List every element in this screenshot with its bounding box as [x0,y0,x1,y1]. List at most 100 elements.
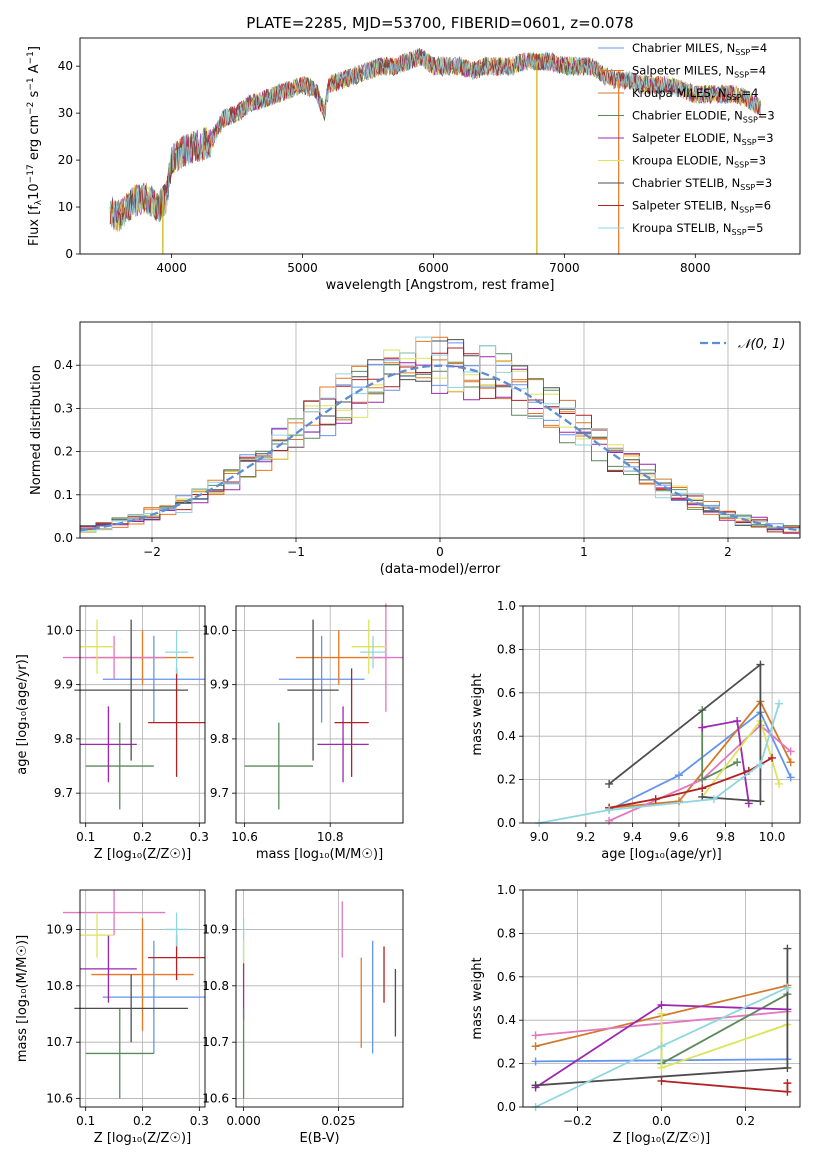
y-tick-label: 0.6 [497,970,516,984]
y-tick-label: 0.1 [54,488,73,502]
weight-point-marker [531,1031,540,1040]
weight_vs_age-axes: 9.0 9.2 9.4 9.6 9.8 10.0 0.0 0.2 0.4 0.6 0.8 1.0 age… [470,599,801,862]
y-tick-label: 0.4 [54,358,73,372]
axes-frame [79,889,206,1108]
x-tick-label: 9.4 [623,830,642,844]
y-tick-label: 1.0 [497,599,516,613]
weight-point-marker [657,1076,666,1085]
axes-frame [235,889,404,1108]
y-tick-label: 0.4 [497,729,516,743]
y-tick-label: 10.8 [202,979,229,993]
y-tick-label: 0.0 [54,531,73,545]
weight-point-marker [657,1042,666,1051]
x-tick-label: 9.8 [716,830,735,844]
y-tick-label: 0 [65,247,73,261]
x-tick-label: 0.2 [133,830,152,844]
y-tick-label: 0.8 [497,926,516,940]
figure-title: PLATE=2285, MJD=53700, FIBERID=0601, z=0… [246,14,633,32]
mass_vs_EBV-axes: 0.000 0.025 10.6 10.7 10.8 10.9 E(B-V) [202,889,404,1146]
weight-series-line [608,662,762,803]
x-axis-label: Z [log₁₀(Z/Z☉)] [94,1131,191,1146]
weight-point-marker [657,1009,666,1018]
x-tick-label: 9.6 [669,830,688,844]
legend-entry: Chabrier ELODIE, NSSP=3 [632,109,775,125]
weight-point-marker [756,797,765,806]
weight-point-marker [756,760,765,769]
y-tick-label: 0.2 [497,1057,516,1071]
x-tick-label: 10.8 [317,830,344,844]
weight-point-marker [605,816,614,825]
x-tick-label: −0.2 [563,1114,592,1128]
weight-point-marker [698,775,707,784]
weight-series-line [608,710,792,811]
y-axis-label: Flux [fλ10−17 erg cm−2 s−1 A−1] [26,46,44,246]
x-tick-label: 6000 [418,261,449,275]
weight-point-marker [775,779,784,788]
legend-entry: Kroupa STELIB, NSSP=5 [632,221,763,237]
y-tick-label: 9.9 [54,678,73,692]
x-tick-label: 8000 [680,261,711,275]
histogram-series [79,356,800,538]
weight-point-marker [674,797,683,806]
y-axis-label: Normed distribution [29,365,44,495]
y-tick-label: 10.7 [202,1035,229,1049]
y-axis-label: age [log₁₀(age/yr)] [15,654,30,775]
x-tick-label: 0.1 [76,1114,95,1128]
y-tick-label: 0.0 [497,1100,516,1114]
y-tick-label: 0.0 [497,816,516,830]
y-tick-label: 10.7 [46,1035,73,1049]
legend-entry: Salpeter ELODIE, NSSP=3 [632,131,774,147]
y-tick-label: 20 [58,153,73,167]
y-tick-label: 9.8 [210,732,229,746]
mass_vs_Z-axes: 0.1 0.2 0.3 10.6 10.7 10.8 10.9 Z [log₁₀(Z/Z☉)]… [15,889,209,1146]
weight-point-marker [674,771,683,780]
x-axis-label: (data-model)/error [380,562,501,577]
x-tick-label: 5000 [287,261,318,275]
y-tick-label: 0.2 [54,445,73,459]
weight-point-marker [786,773,795,782]
x-tick-label: 0.025 [321,1114,355,1128]
weight-point-marker [733,758,742,767]
y-tick-label: 10.9 [46,922,73,936]
x-tick-label: −2 [143,545,161,559]
x-tick-label: 9.0 [530,830,549,844]
weight-point-marker [783,1063,792,1072]
legend-entry: Kroupa ELODIE, NSSP=3 [632,154,766,170]
x-tick-label: 0.0 [652,1114,671,1128]
y-axis-label: mass weight [470,957,485,1039]
axes-frame [79,605,206,824]
normal-reference-curve [79,364,801,532]
x-axis-label: Z [log₁₀(Z/Z☉)] [94,847,191,862]
spectrum-series-line [109,50,761,230]
x-tick-label: 10.6 [231,830,258,844]
x-axis-label: Z [log₁₀(Z/Z☉)] [613,1131,710,1146]
weight-point-marker [651,795,660,804]
x-tick-label: 4000 [156,261,187,275]
weight-point-marker [783,1087,792,1096]
y-tick-label: 40 [58,59,73,73]
weight-point-marker [531,1057,540,1066]
y-tick-label: 0.8 [497,642,516,656]
weight-point-marker [786,758,795,767]
x-tick-label: 0.2 [736,1114,755,1128]
axes-frame [79,321,801,539]
legend-entry: Salpeter STELIB, NSSP=6 [632,199,771,215]
x-tick-label: 0.3 [190,1114,209,1128]
x-tick-label: 0.3 [190,830,209,844]
weight-point-marker [783,983,792,992]
residuals-axes: −2 −1 0 1 2 0.0 0.1 0.2 0.3 0.4 (data-model)/error… [29,321,801,577]
y-tick-label: 0.6 [497,686,516,700]
panels: 4000 5000 6000 7000 8000010203040wavelength … [15,37,801,1146]
x-tick-label: 7000 [549,261,580,275]
weight-point-marker [698,723,707,732]
weight-point-marker [657,1001,666,1010]
weight-point-marker [783,944,792,953]
y-tick-label: 1.0 [497,883,516,897]
weight-point-marker [531,1042,540,1051]
x-axis-label: wavelength [Angstrom, rest frame] [326,278,555,293]
y-axis-label: mass [log₁₀(M/M☉)] [15,935,30,1062]
y-tick-label: 10.9 [202,922,229,936]
weight-point-marker [733,717,742,726]
y-tick-label: 9.8 [54,732,73,746]
x-tick-label: 1 [580,545,588,559]
